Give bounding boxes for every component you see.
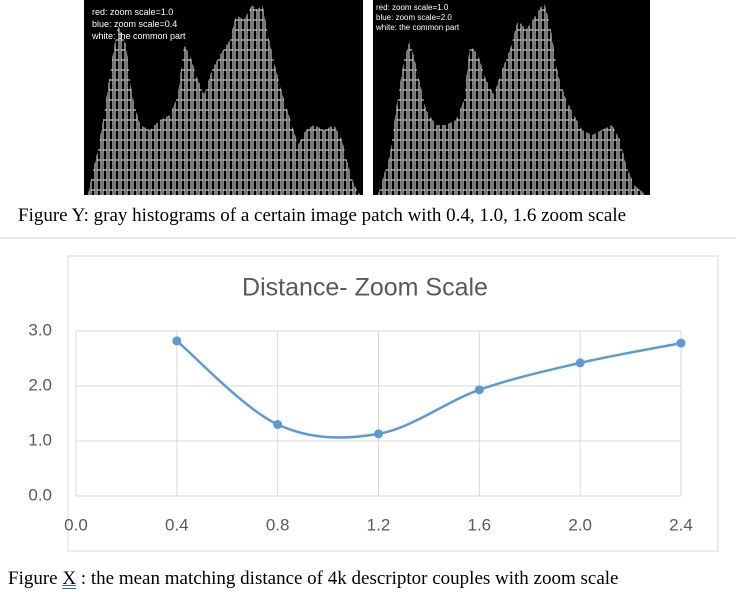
legend-text: white: the common part bbox=[375, 23, 460, 32]
data-point bbox=[273, 420, 283, 429]
caption: Figure X : the mean matching distance of… bbox=[8, 568, 618, 590]
y-tick-label: 1.0 bbox=[28, 430, 52, 449]
x-tick-label: 2.4 bbox=[669, 515, 693, 534]
data-point bbox=[374, 429, 383, 439]
y-tick-label: 3.0 bbox=[28, 320, 52, 339]
data-point bbox=[676, 338, 686, 348]
histogram-left: red: zoom scale=1.0 blue: zoom scale=0.4… bbox=[84, 0, 363, 195]
caption-prefix: Figure bbox=[8, 568, 63, 589]
legend-text: blue: zoom scale=0.4 bbox=[92, 19, 177, 29]
caption: Figure Y: gray histograms of a certain i… bbox=[18, 205, 627, 226]
x-tick-label: 1.2 bbox=[367, 515, 391, 534]
legend-text: red: zoom scale=1.0 bbox=[92, 7, 173, 17]
legend-text: blue: zoom scale=2.0 bbox=[376, 13, 452, 22]
x-tick-label: 0.8 bbox=[266, 515, 290, 534]
x-tick-label: 0.0 bbox=[64, 515, 88, 534]
legend-text: red: zoom scale=1.0 bbox=[376, 3, 449, 12]
x-tick-label: 2.0 bbox=[568, 515, 592, 534]
x-tick-label: 1.6 bbox=[468, 515, 492, 534]
chart: 0.0 1.0 2.0 3.0 0.0 0.4 0.8 1.2 1.6 2.0 2.4 bbox=[28, 320, 692, 534]
caption-text: : the mean matching distance of 4k descr… bbox=[76, 568, 619, 589]
data-point bbox=[474, 385, 484, 395]
y-tick-label: 2.0 bbox=[28, 375, 52, 394]
caption-label: X bbox=[62, 568, 77, 589]
legend-text: white: the common part bbox=[91, 31, 186, 41]
chart-title: Distance- Zoom Scale bbox=[242, 274, 488, 302]
y-tick-label: 0.0 bbox=[28, 485, 52, 504]
data-point bbox=[575, 358, 585, 368]
data-point bbox=[172, 336, 182, 346]
series-line bbox=[176, 339, 682, 439]
histogram-right: red: zoom scale=1.0 blue: zoom scale=2.0… bbox=[373, 0, 650, 195]
x-tick-label: 0.4 bbox=[165, 515, 189, 534]
